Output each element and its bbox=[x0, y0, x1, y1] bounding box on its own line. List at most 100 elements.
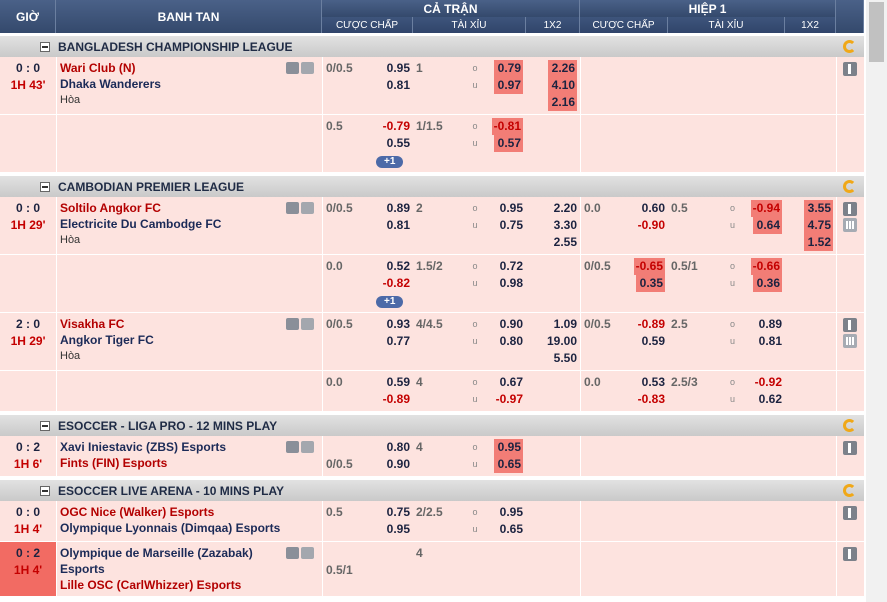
odds-value[interactable]: 0.62 bbox=[758, 392, 782, 406]
odds-value[interactable]: 0.97 bbox=[494, 77, 523, 94]
tv-icon[interactable] bbox=[286, 318, 299, 330]
odds-value[interactable]: -0.94 bbox=[750, 200, 782, 217]
odds-value[interactable]: -0.97 bbox=[495, 392, 523, 406]
odds-value[interactable]: 0.89 bbox=[386, 201, 410, 215]
odds-value[interactable]: 0.64 bbox=[753, 217, 782, 234]
odds-value[interactable]: 0.98 bbox=[499, 276, 523, 290]
odds-value[interactable]: 0.93 bbox=[386, 317, 410, 331]
odds-value[interactable]: -0.81 bbox=[491, 118, 523, 135]
odds-value[interactable]: 0.53 bbox=[641, 375, 665, 389]
bet-button[interactable] bbox=[843, 547, 857, 561]
fav-icon[interactable] bbox=[301, 62, 314, 74]
odds-value[interactable]: 0.80 bbox=[386, 440, 410, 454]
odds-value: 4 bbox=[416, 375, 423, 389]
odds-value[interactable]: 0.95 bbox=[386, 522, 410, 536]
odds-value[interactable]: -0.89 bbox=[382, 392, 410, 406]
odds-value[interactable]: 0.65 bbox=[494, 456, 523, 473]
odds-value[interactable]: 0.81 bbox=[386, 78, 410, 92]
refresh-icon[interactable] bbox=[843, 180, 856, 193]
odds-value[interactable]: 0.80 bbox=[499, 334, 523, 348]
odds-value[interactable]: 0.75 bbox=[386, 505, 410, 519]
odds-value[interactable]: 0.72 bbox=[499, 259, 523, 273]
odds-value[interactable]: 0.60 bbox=[641, 201, 665, 215]
odds-value[interactable]: 0.36 bbox=[753, 275, 782, 292]
bet-button[interactable] bbox=[843, 441, 857, 455]
odds-value[interactable]: 1.09 bbox=[553, 317, 577, 331]
odds-value[interactable]: 0.52 bbox=[386, 259, 410, 273]
collapse-toggle[interactable] bbox=[40, 181, 50, 192]
odds-cell: 0.72 0.98 bbox=[490, 255, 526, 313]
refresh-icon[interactable] bbox=[843, 419, 856, 432]
refresh-icon[interactable] bbox=[843, 40, 856, 53]
tv-icon[interactable] bbox=[286, 547, 299, 559]
odds-value[interactable]: -0.66 bbox=[750, 258, 782, 275]
fav-icon[interactable] bbox=[301, 202, 314, 214]
collapse-toggle[interactable] bbox=[40, 420, 50, 431]
odds-value[interactable]: 0.75 bbox=[499, 218, 523, 232]
bet-button[interactable] bbox=[843, 506, 857, 520]
odds-value[interactable]: 0.35 bbox=[636, 275, 665, 292]
odds-value[interactable]: 0.90 bbox=[386, 457, 410, 471]
tv-icon[interactable] bbox=[286, 202, 299, 214]
odds-value[interactable]: 0.79 bbox=[494, 60, 523, 77]
refresh-icon[interactable] bbox=[843, 484, 856, 497]
odds-value[interactable]: 0.81 bbox=[758, 334, 782, 348]
odds-value[interactable]: 0.65 bbox=[499, 522, 523, 536]
league-bar[interactable]: ESOCCER LIVE ARENA - 10 MINS PLAY bbox=[0, 480, 864, 501]
fav-icon[interactable] bbox=[301, 318, 314, 330]
odds-value[interactable]: 3.55 bbox=[804, 200, 833, 217]
odds-value[interactable]: 1.52 bbox=[804, 234, 833, 251]
odds-value[interactable]: 0.59 bbox=[641, 334, 665, 348]
more-bets-badge[interactable]: +1 bbox=[376, 156, 404, 168]
odds-value[interactable]: -0.90 bbox=[637, 218, 665, 232]
odds-value[interactable]: -0.83 bbox=[637, 392, 665, 406]
odds-value[interactable]: -0.89 bbox=[637, 317, 665, 331]
odds-value[interactable]: 0.95 bbox=[386, 61, 410, 75]
tv-icon[interactable] bbox=[286, 62, 299, 74]
odds-value[interactable]: 19.00 bbox=[546, 334, 577, 348]
odds-value[interactable]: 0.57 bbox=[494, 135, 523, 152]
odds-value[interactable]: 5.50 bbox=[553, 351, 577, 365]
league-bar[interactable]: CAMBODIAN PREMIER LEAGUE bbox=[0, 176, 864, 197]
odds-value[interactable]: 0.59 bbox=[386, 375, 410, 389]
odds-value[interactable]: -0.92 bbox=[754, 375, 782, 389]
scroll-thumb[interactable] bbox=[869, 2, 884, 62]
bet-button[interactable] bbox=[843, 202, 857, 216]
odds-value[interactable]: -0.82 bbox=[382, 276, 410, 290]
odds-value[interactable]: 2.16 bbox=[548, 94, 577, 111]
odds-value[interactable]: 0.95 bbox=[499, 505, 523, 519]
collapse-toggle[interactable] bbox=[40, 41, 50, 52]
bet-button[interactable] bbox=[843, 318, 857, 332]
stats-button[interactable] bbox=[843, 334, 857, 348]
tv-icon[interactable] bbox=[286, 441, 299, 453]
odds-value[interactable]: -0.79 bbox=[382, 119, 410, 133]
odds-value[interactable]: 0.95 bbox=[499, 201, 523, 215]
fav-icon[interactable] bbox=[301, 441, 314, 453]
league-bar[interactable]: ESOCCER - LIGA PRO - 12 MINS PLAY bbox=[0, 415, 864, 436]
odds-value[interactable]: 0.90 bbox=[499, 317, 523, 331]
odds-value[interactable]: 2.55 bbox=[553, 235, 577, 249]
odds-value[interactable]: 0.67 bbox=[499, 375, 523, 389]
odds-value[interactable]: 0.55 bbox=[386, 136, 410, 150]
odds-value[interactable]: 0.77 bbox=[386, 334, 410, 348]
odds-value[interactable]: 2.20 bbox=[553, 201, 577, 215]
more-bets-badge[interactable]: +1 bbox=[376, 296, 404, 308]
bet-button[interactable] bbox=[843, 62, 857, 76]
odds-value[interactable]: -0.65 bbox=[633, 258, 665, 275]
odds-value[interactable]: 0.89 bbox=[758, 317, 782, 331]
collapse-toggle[interactable] bbox=[40, 485, 50, 496]
odds-value[interactable]: 0.95 bbox=[494, 439, 523, 456]
odds-line: 0.75 bbox=[370, 504, 410, 521]
odds-value[interactable]: 4.10 bbox=[548, 77, 577, 94]
odds-value[interactable]: 0.81 bbox=[386, 218, 410, 232]
league-bar[interactable]: BANGLADESH CHAMPIONSHIP LEAGUE bbox=[0, 36, 864, 57]
odds-line: 0.79 bbox=[490, 60, 523, 77]
scrollbar[interactable] bbox=[866, 0, 887, 602]
odds-cell: 0.59 -0.89 bbox=[370, 371, 413, 412]
odds-value[interactable]: 3.30 bbox=[553, 218, 577, 232]
stats-button[interactable] bbox=[843, 218, 857, 232]
odds-value[interactable]: 4.75 bbox=[804, 217, 833, 234]
odds-value[interactable]: 2.26 bbox=[548, 60, 577, 77]
fav-icon[interactable] bbox=[301, 547, 314, 559]
